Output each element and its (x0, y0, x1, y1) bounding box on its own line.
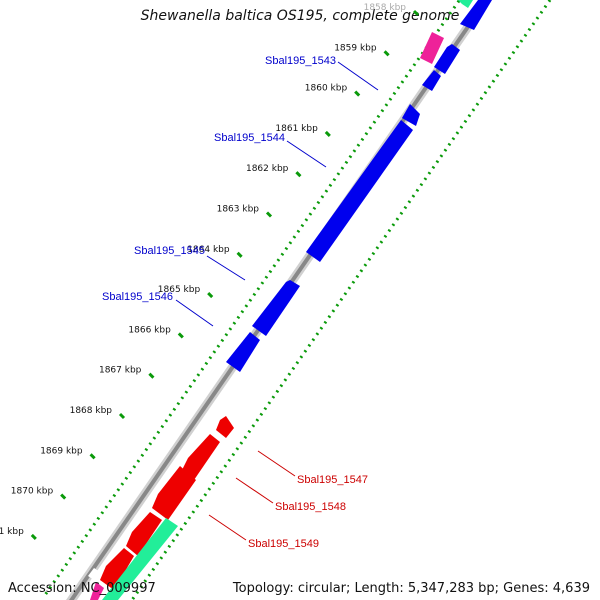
gene-top-green[interactable] (458, 0, 473, 8)
tick-label: 1869 kbp (40, 446, 83, 456)
gene-sbal195-1549[interactable] (152, 466, 196, 520)
tick-mark (354, 90, 361, 97)
gene-sbal195-1547[interactable] (216, 416, 234, 438)
tick-mark (177, 332, 184, 339)
label-leaders (175, 61, 379, 541)
tick-label: 1862 kbp (246, 164, 289, 174)
gene-sbal195-1550[interactable] (126, 512, 162, 556)
map-title: Shewanella baltica OS195, complete genom… (140, 8, 460, 24)
tick-track-left (43, 0, 462, 596)
tick-mark (30, 533, 37, 540)
label-sbal195-1548: Sbal195_1548 (275, 501, 346, 513)
gene-bottom-green[interactable] (102, 518, 178, 600)
tick-label: 1866 kbp (128, 325, 171, 335)
label-sbal195-1545: Sbal195_1545 (134, 245, 205, 257)
tick-mark (89, 453, 96, 460)
gene-bottom-pink[interactable] (90, 582, 104, 600)
tick-mark (412, 9, 420, 17)
tick-label: 1864 kbp (187, 245, 230, 255)
gene-sbal195-1548[interactable] (182, 434, 220, 480)
tick-label: 1858 kbp (364, 3, 407, 13)
label-sbal195-1549: Sbal195_1549 (248, 538, 319, 550)
tick-mark (207, 292, 214, 299)
tick-label: 1861 kbp (275, 124, 318, 134)
accession-text: Accession: NC_009997 (8, 581, 156, 596)
gene-pink[interactable] (420, 32, 444, 64)
tick-label: 1863 kbp (217, 205, 260, 215)
tick-mark (265, 211, 273, 218)
tick-mark (324, 130, 331, 137)
gene-sbal195-1546[interactable] (226, 332, 260, 372)
genome-summary: Topology: circular; Length: 5,347,283 bp… (232, 581, 590, 596)
tick-mark (236, 251, 243, 258)
label-sbal195-1547: Sbal195_1547 (297, 474, 368, 486)
tick-label: 1870 kbp (11, 487, 54, 497)
tick-label: 1867 kbp (99, 366, 142, 376)
tick-label: 1868 kbp (70, 406, 113, 416)
gene-top-blue[interactable] (460, 0, 492, 30)
tick-label: 1859 kbp (334, 43, 377, 53)
gene-sbal195-1551[interactable] (100, 548, 134, 590)
gene-labels: Sbal195_1543 Sbal195_1544 Sbal195_1545 S… (102, 55, 368, 550)
gene-bottom-white-gap (88, 568, 100, 580)
tick-track-right (130, 0, 552, 600)
label-sbal195-1546: Sbal195_1546 (102, 291, 173, 303)
gene-sbal195-1543[interactable] (422, 70, 441, 91)
label-sbal195-1544: Sbal195_1544 (214, 132, 285, 144)
gene-sbal195-1544-arrow[interactable] (402, 104, 420, 126)
label-sbal195-1543: Sbal195_1543 (265, 55, 336, 67)
tick-mark (383, 50, 390, 57)
tick-label: 1860 kbp (305, 84, 348, 94)
tick-label: 1865 kbp (158, 285, 201, 295)
tick-mark (148, 372, 155, 379)
tick-mark (295, 171, 302, 178)
tick-marks (30, 9, 420, 540)
tick-mark (60, 493, 67, 500)
gene-sbal195-1544[interactable] (306, 120, 413, 262)
tick-mark (118, 412, 126, 420)
gene-sbal195-1542[interactable] (434, 44, 460, 74)
tick-labels: 1858 kbp 1859 kbp 1860 kbp 1861 kbp 1862 kbp… (0, 3, 406, 537)
tick-label: 1871 kbp (0, 527, 24, 537)
gene-sbal195-1545[interactable] (252, 280, 300, 336)
gene-features (88, 0, 492, 600)
